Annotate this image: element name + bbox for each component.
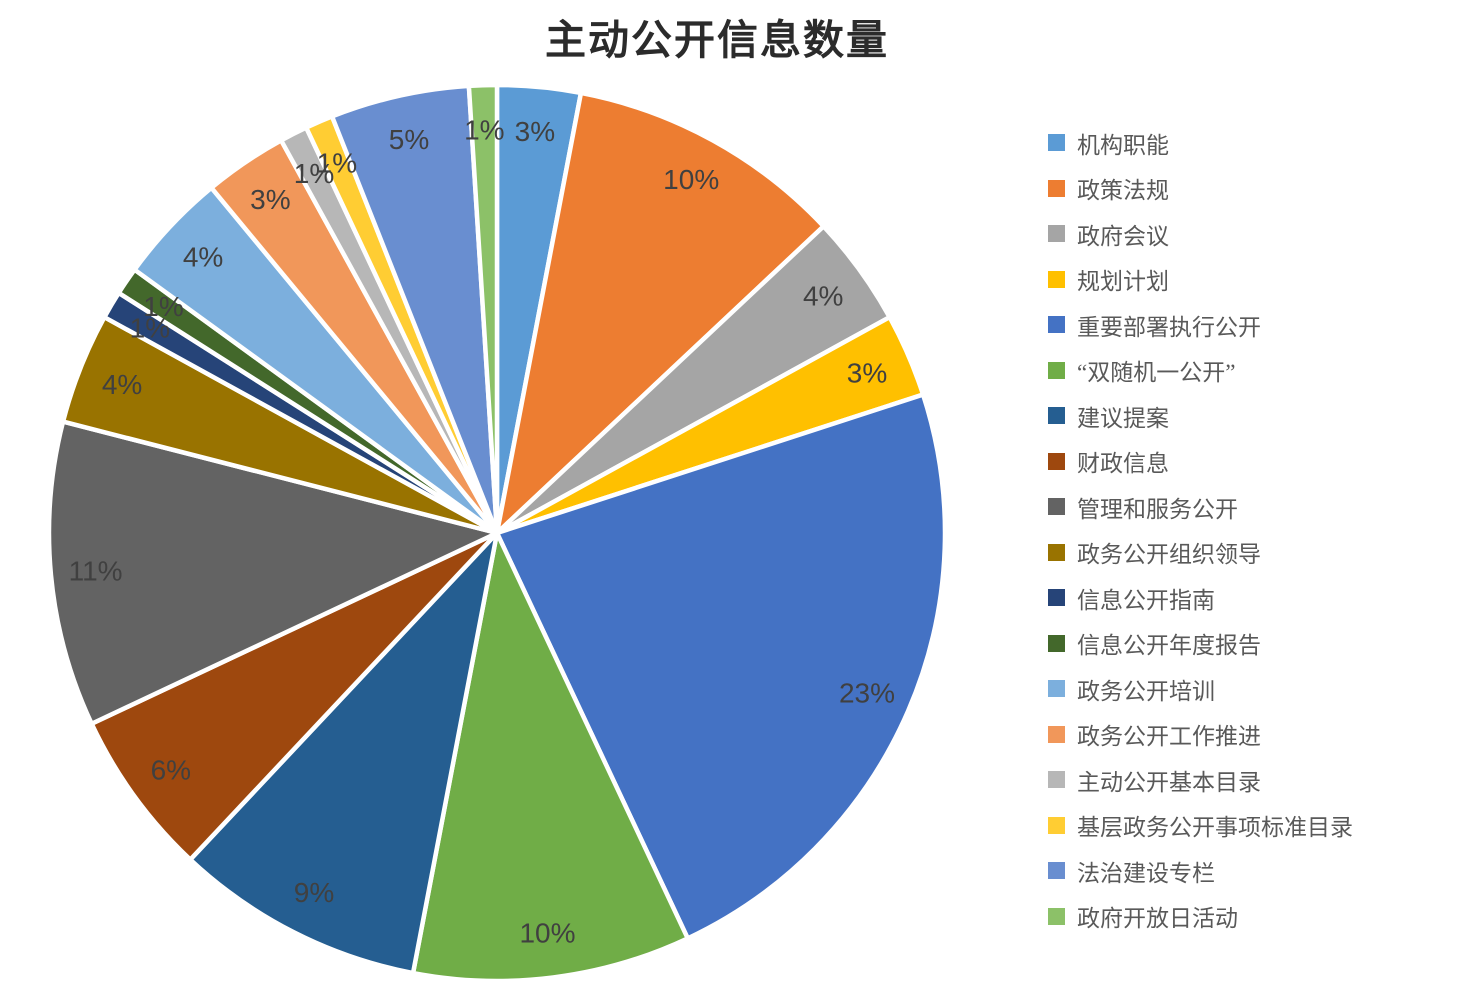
legend-item-17: 法治建设专栏 [1048,848,1353,894]
legend-label: 政策法规 [1077,178,1169,204]
legend-item-2: 政策法规 [1048,166,1353,212]
data-label-7: 9% [294,877,334,908]
legend-label: 建议提案 [1077,405,1169,431]
legend-label: 基层政务公开事项标准目录 [1077,815,1353,841]
pie-slice-2 [493,90,827,540]
legend-item-16: 基层政务公开事项标准目录 [1048,803,1353,849]
legend-label: 信息公开年度报告 [1077,633,1261,659]
data-label-18: 1% [464,115,504,146]
legend-label: 管理和服务公开 [1077,496,1238,522]
legend-item-14: 政务公开工作推进 [1048,712,1353,758]
legend-label: 政府会议 [1077,223,1169,249]
legend-swatch-icon [1048,725,1065,743]
legend-swatch-icon [1048,634,1065,652]
legend-label: 重要部署执行公开 [1077,314,1261,340]
data-label-10: 4% [102,369,142,400]
pie-slice-6 [410,525,691,984]
pie-slice-7 [187,525,501,976]
data-label-1: 3% [515,116,555,147]
legend-item-3: 政府会议 [1048,211,1353,257]
legend-swatch-icon [1048,179,1065,197]
data-label-6: 10% [519,918,575,949]
legend-item-1: 机构职能 [1048,120,1353,166]
data-label-16: 1% [317,148,357,179]
legend-label: 信息公开指南 [1077,587,1215,613]
legend-swatch-icon [1048,816,1065,834]
legend-label: 政务公开培训 [1077,678,1215,704]
legend-label: 规划计划 [1077,269,1169,295]
legend-swatch-icon [1048,452,1065,470]
legend-swatch-icon [1048,134,1065,152]
legend-item-9: 管理和服务公开 [1048,484,1353,530]
legend-swatch-icon [1048,543,1065,561]
pie-slice-18 [466,82,500,534]
data-label-11: 1% [130,312,170,343]
legend-label: 财政信息 [1077,451,1169,477]
legend-label: 政府开放日活动 [1077,906,1238,932]
legend-item-15: 主动公开基本目录 [1048,757,1353,803]
legend-item-6: “双随机一公开” [1048,348,1353,394]
legend-item-11: 信息公开指南 [1048,575,1353,621]
legend-label: 法治建设专栏 [1077,860,1215,886]
legend-swatch-icon [1048,907,1065,925]
legend-item-8: 财政信息 [1048,439,1353,485]
legend-label: “双随机一公开” [1077,360,1236,386]
legend-swatch-icon [1048,498,1065,516]
pie-slice-9 [46,418,504,727]
legend-swatch-icon [1048,316,1065,334]
data-label-2: 10% [663,164,719,195]
data-label-14: 3% [250,184,290,215]
data-label-13: 4% [183,242,223,273]
legend-item-10: 政务公开组织领导 [1048,530,1353,576]
pie-slice-8 [88,530,499,863]
legend-item-7: 建议提案 [1048,393,1353,439]
legend-item-4: 规划计划 [1048,257,1353,303]
legend-swatch-icon [1048,862,1065,880]
data-label-5: 23% [839,678,895,709]
legend-swatch-icon [1048,361,1065,379]
pie-slice-5 [493,391,948,942]
legend-swatch-icon [1048,589,1065,607]
chart-title: 主动公开信息数量 [545,17,889,63]
legend-label: 主动公开基本目录 [1077,769,1261,795]
data-label-4: 3% [847,357,887,388]
data-label-9: 11% [69,555,123,586]
data-label-8: 6% [151,755,191,786]
legend-swatch-icon [1048,407,1065,425]
legend-swatch-icon [1048,225,1065,243]
data-label-12: 1% [143,291,183,322]
legend-swatch-icon [1048,771,1065,789]
data-label-17: 5% [389,124,429,155]
legend-swatch-icon [1048,270,1065,288]
legend-swatch-icon [1048,680,1065,698]
legend-item-13: 政务公开培训 [1048,666,1353,712]
legend-item-5: 重要部署执行公开 [1048,302,1353,348]
legend-label: 政务公开工作推进 [1077,724,1261,750]
legend-label: 政务公开组织领导 [1077,542,1261,568]
legend-item-18: 政府开放日活动 [1048,894,1353,940]
data-label-15: 1% [294,158,334,189]
data-label-3: 4% [803,281,843,312]
legend-label: 机构职能 [1077,132,1169,158]
legend-item-12: 信息公开年度报告 [1048,621,1353,667]
legend: 机构职能政策法规政府会议规划计划重要部署执行公开 “双随机一公开” 建议提案财政信息… [1048,120,1353,939]
